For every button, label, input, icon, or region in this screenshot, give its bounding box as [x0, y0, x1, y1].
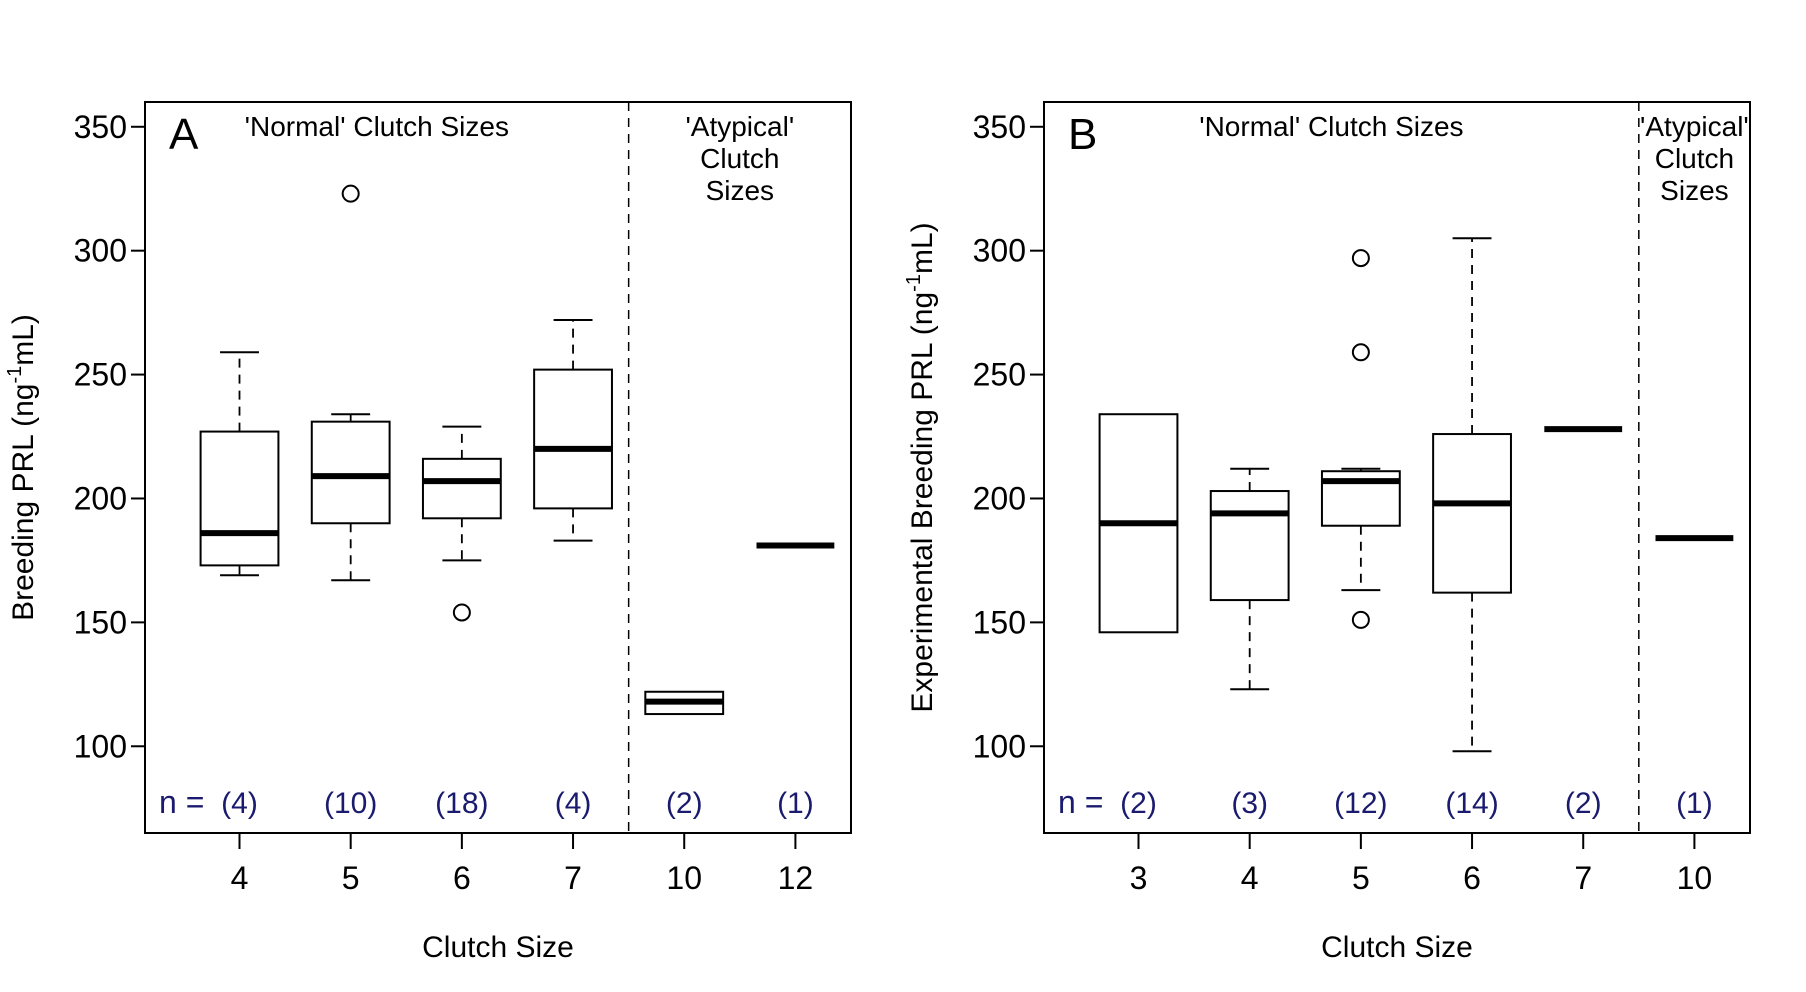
outlier-point — [1351, 249, 1370, 268]
n-label: (2) — [1120, 787, 1157, 820]
box-3 — [1098, 413, 1179, 634]
group-title-atypical: Clutch — [700, 143, 779, 174]
n-label: (4) — [555, 787, 592, 820]
group-title-atypical: Sizes — [1660, 175, 1728, 206]
y-tick-label: 100 — [74, 728, 127, 764]
y-axis-title-superscript: -1 — [4, 366, 26, 384]
x-tick-label: 6 — [1463, 860, 1481, 896]
panel-label: B — [1068, 110, 1097, 159]
n-label: (10) — [324, 787, 377, 820]
outlier-point — [1351, 610, 1370, 629]
x-tick-label: 3 — [1130, 860, 1148, 896]
box-7 — [533, 319, 613, 542]
box-10 — [644, 690, 725, 716]
outlier-point — [452, 603, 471, 622]
y-tick-label: 250 — [74, 357, 127, 393]
n-label: (3) — [1231, 787, 1268, 820]
box-body — [533, 368, 613, 510]
x-tick-label: 6 — [453, 860, 471, 896]
outlier-point — [1351, 343, 1370, 362]
y-axis-title: Experimental Breeding PRL (ng-1mL) — [903, 222, 939, 712]
box-6 — [421, 425, 502, 622]
y-axis-title-end: mL) — [7, 314, 40, 366]
x-tick-label: 10 — [1677, 860, 1713, 896]
group-title-atypical: Sizes — [706, 175, 774, 206]
y-axis-title-main: Experimental Breeding PRL (ng — [906, 292, 939, 713]
y-axis-title: Breeding PRL (ng-1mL) — [4, 314, 40, 621]
panel-b: 100 150 200 250 300 350 Experimental Breeding … — [903, 101, 1751, 964]
n-label: (1) — [777, 787, 814, 820]
n-label: (4) — [221, 787, 258, 820]
box-body — [421, 457, 502, 520]
group-title-atypical: 'Atypical' — [1640, 111, 1749, 142]
n-label: (2) — [1565, 787, 1602, 820]
y-axis-title-superscript: -1 — [903, 274, 925, 292]
box-body — [199, 430, 280, 567]
y-axis-title-end: mL) — [906, 222, 939, 274]
y-tick-label: 200 — [973, 480, 1026, 516]
box-body — [310, 420, 391, 525]
x-axis-title: Clutch Size — [422, 931, 574, 964]
y-tick-label: 150 — [973, 604, 1026, 640]
y-tick-label: 100 — [973, 728, 1026, 764]
y-tick-label: 350 — [74, 109, 127, 145]
n-label: (18) — [435, 787, 488, 820]
y-tick-label: 200 — [74, 480, 127, 516]
x-tick-label: 4 — [231, 860, 249, 896]
box-6 — [1432, 237, 1512, 753]
n-label: (2) — [666, 787, 703, 820]
box-5 — [310, 184, 391, 582]
n-prefix: n = — [1058, 784, 1103, 820]
group-title-atypical: 'Atypical' — [685, 111, 794, 142]
y-tick-label: 350 — [973, 109, 1026, 145]
n-label: (14) — [1445, 787, 1498, 820]
group-title-normal: 'Normal' Clutch Sizes — [245, 111, 509, 142]
n-prefix: n = — [159, 784, 204, 820]
group-title-atypical: Clutch — [1655, 143, 1734, 174]
y-tick-label: 300 — [973, 233, 1026, 269]
x-tick-label: 10 — [666, 860, 702, 896]
plot-frame — [144, 101, 852, 834]
plot-frame — [1043, 101, 1751, 834]
group-title-normal: 'Normal' Clutch Sizes — [1199, 111, 1463, 142]
x-axis-title: Clutch Size — [1321, 931, 1473, 964]
y-tick-label: 300 — [74, 233, 127, 269]
box-body — [1209, 490, 1290, 602]
box-4 — [1209, 467, 1290, 691]
n-label: (1) — [1676, 787, 1713, 820]
x-tick-label: 7 — [1574, 860, 1592, 896]
panel-label: A — [169, 110, 199, 159]
y-axis-title-main: Breeding PRL (ng — [7, 384, 40, 621]
n-label: (12) — [1334, 787, 1387, 820]
outlier-point — [341, 184, 360, 203]
y-tick-label: 250 — [973, 357, 1026, 393]
y-tick-label: 150 — [74, 604, 127, 640]
x-tick-label: 4 — [1241, 860, 1259, 896]
x-tick-label: 12 — [778, 860, 814, 896]
box-5 — [1320, 249, 1401, 629]
x-tick-label: 5 — [1352, 860, 1370, 896]
x-tick-label: 5 — [342, 860, 360, 896]
panel-a: 100 150 200 250 300 350 Breeding PRL (ng-1mL) A… — [4, 101, 852, 964]
box-4 — [199, 351, 280, 577]
x-tick-label: 7 — [564, 860, 582, 896]
box-body — [1432, 433, 1512, 594]
